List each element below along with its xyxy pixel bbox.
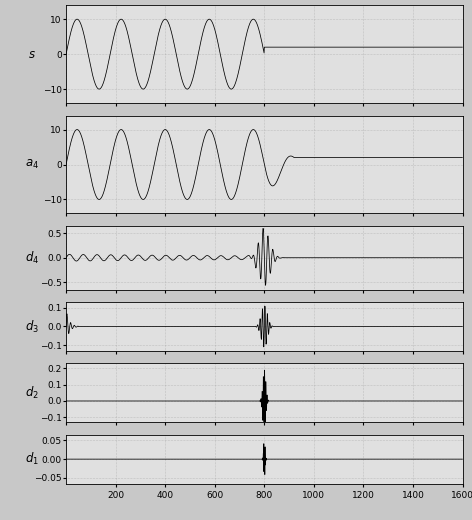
Y-axis label: d$_3$: d$_3$ [25, 318, 40, 334]
Y-axis label: d$_4$: d$_4$ [25, 250, 40, 266]
Y-axis label: a$_4$: a$_4$ [25, 158, 40, 171]
Y-axis label: d$_2$: d$_2$ [25, 385, 39, 401]
Y-axis label: d$_1$: d$_1$ [25, 451, 39, 467]
Y-axis label: s: s [29, 48, 35, 61]
